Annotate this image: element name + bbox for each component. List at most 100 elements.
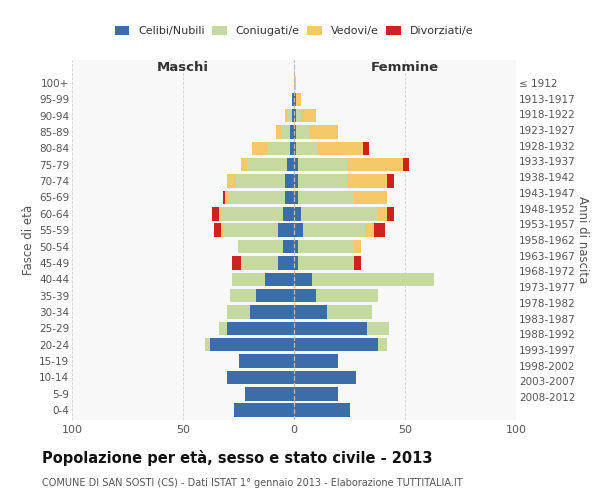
Bar — [298, 256, 354, 270]
Bar — [294, 338, 379, 351]
Bar — [374, 224, 385, 237]
Bar — [294, 92, 296, 106]
Bar — [283, 240, 294, 254]
Bar — [296, 109, 301, 122]
Bar — [319, 142, 363, 155]
Y-axis label: Anni di nascita: Anni di nascita — [577, 196, 589, 284]
Bar — [294, 190, 298, 204]
Legend: Celibi/Nubili, Coniugati/e, Vedovi/e, Divorziati/e: Celibi/Nubili, Coniugati/e, Vedovi/e, Di… — [115, 26, 473, 36]
Bar — [403, 158, 409, 172]
Bar — [268, 142, 290, 155]
Bar — [265, 272, 294, 286]
Bar — [276, 126, 281, 138]
Bar — [301, 109, 316, 122]
Bar — [239, 354, 294, 368]
Bar — [298, 240, 354, 254]
Bar — [285, 174, 294, 188]
Bar — [294, 174, 298, 188]
Bar — [294, 354, 338, 368]
Bar — [292, 92, 294, 106]
Bar — [234, 404, 294, 417]
Bar — [214, 224, 221, 237]
Bar — [232, 272, 265, 286]
Bar — [212, 207, 218, 220]
Bar — [294, 76, 296, 90]
Bar — [316, 289, 379, 302]
Bar — [221, 224, 223, 237]
Bar — [241, 158, 247, 172]
Bar — [287, 158, 294, 172]
Y-axis label: Fasce di età: Fasce di età — [22, 205, 35, 275]
Bar — [247, 158, 287, 172]
Bar — [367, 322, 389, 335]
Bar — [294, 272, 312, 286]
Bar — [252, 142, 268, 155]
Bar — [209, 338, 294, 351]
Bar — [225, 190, 230, 204]
Bar — [256, 289, 294, 302]
Text: Femmine: Femmine — [371, 61, 439, 74]
Text: Maschi: Maschi — [157, 61, 209, 74]
Bar — [230, 289, 256, 302]
Bar — [285, 109, 287, 122]
Bar — [294, 370, 356, 384]
Bar — [294, 126, 296, 138]
Bar — [298, 174, 347, 188]
Bar — [218, 207, 221, 220]
Bar — [283, 207, 294, 220]
Bar — [221, 207, 283, 220]
Bar — [296, 126, 310, 138]
Bar — [294, 158, 298, 172]
Bar — [227, 370, 294, 384]
Bar — [294, 224, 303, 237]
Bar — [354, 190, 387, 204]
Bar — [223, 190, 225, 204]
Bar — [287, 109, 292, 122]
Bar — [379, 338, 387, 351]
Bar — [347, 158, 403, 172]
Bar — [232, 256, 241, 270]
Bar — [294, 404, 349, 417]
Bar — [238, 240, 283, 254]
Bar — [365, 224, 374, 237]
Bar — [290, 126, 294, 138]
Bar — [292, 109, 294, 122]
Bar — [294, 142, 296, 155]
Bar — [354, 240, 361, 254]
Bar — [294, 306, 328, 318]
Bar — [223, 224, 278, 237]
Bar — [290, 142, 294, 155]
Bar — [296, 142, 319, 155]
Bar — [294, 207, 301, 220]
Bar — [310, 126, 338, 138]
Bar — [294, 387, 338, 400]
Bar — [347, 174, 387, 188]
Bar — [328, 306, 372, 318]
Bar — [379, 207, 387, 220]
Bar — [285, 190, 294, 204]
Bar — [227, 322, 294, 335]
Bar — [298, 190, 354, 204]
Bar — [387, 207, 394, 220]
Bar — [294, 256, 298, 270]
Bar — [303, 224, 365, 237]
Bar — [294, 109, 296, 122]
Bar — [218, 322, 227, 335]
Bar — [294, 240, 298, 254]
Bar — [250, 306, 294, 318]
Bar — [281, 126, 290, 138]
Bar — [387, 174, 394, 188]
Bar — [298, 158, 347, 172]
Bar — [294, 289, 316, 302]
Bar — [363, 142, 370, 155]
Bar — [312, 272, 434, 286]
Bar — [294, 322, 367, 335]
Bar — [227, 306, 250, 318]
Bar — [241, 256, 278, 270]
Bar — [278, 224, 294, 237]
Bar — [245, 387, 294, 400]
Text: Popolazione per età, sesso e stato civile - 2013: Popolazione per età, sesso e stato civil… — [42, 450, 433, 466]
Bar — [205, 338, 209, 351]
Bar — [354, 256, 361, 270]
Bar — [236, 174, 285, 188]
